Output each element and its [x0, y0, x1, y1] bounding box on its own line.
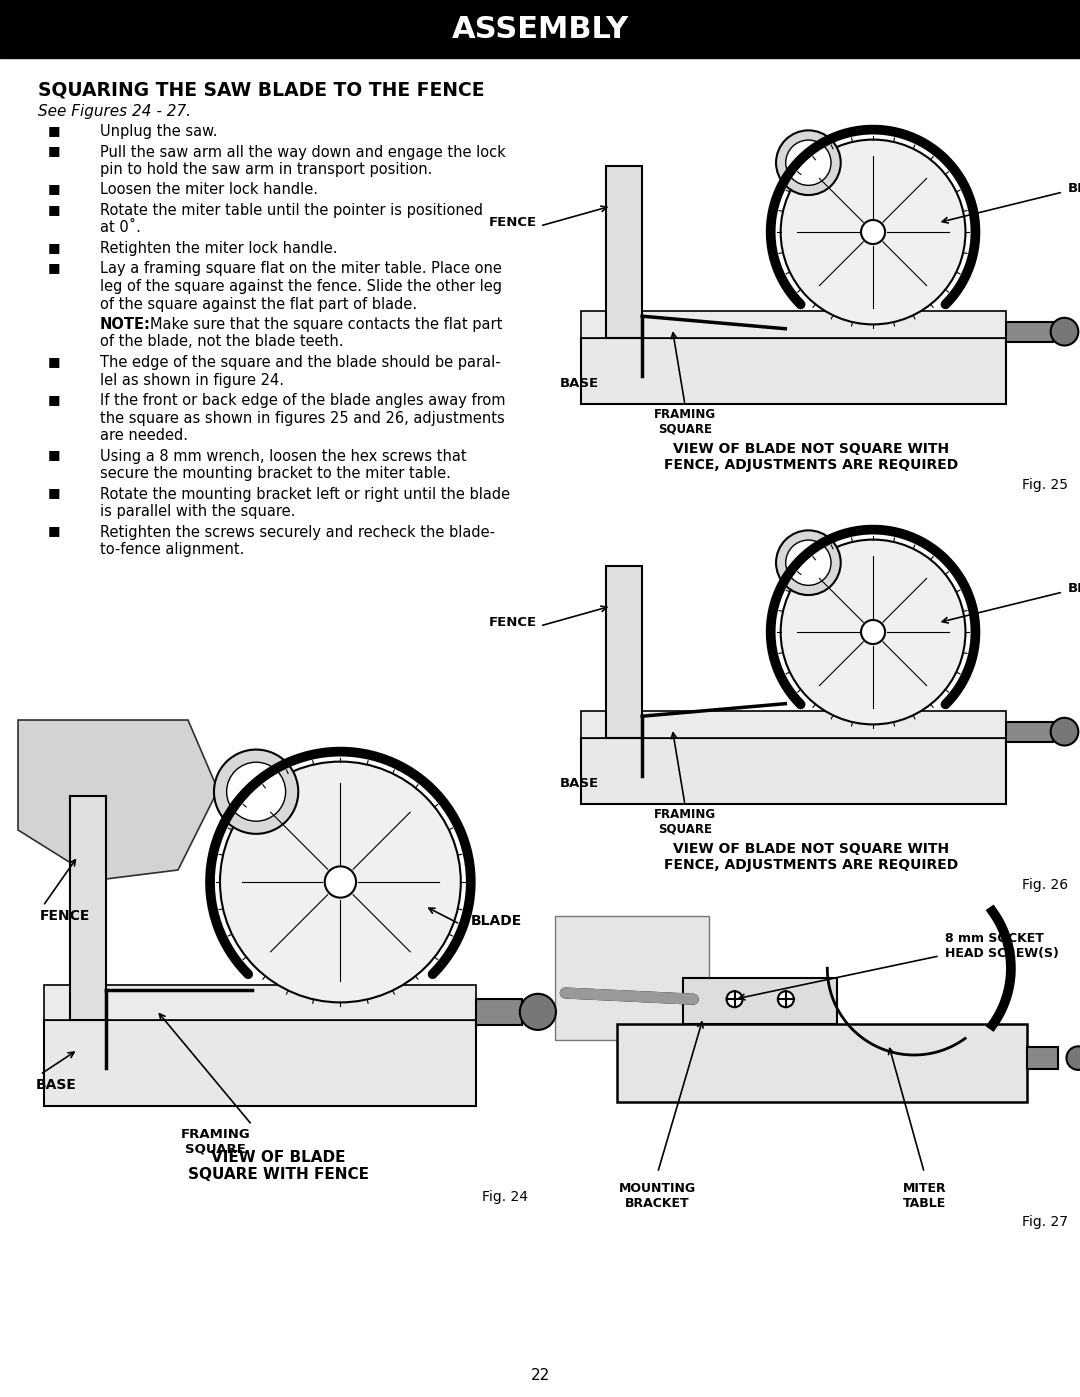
Text: leg of the square against the fence. Slide the other leg: leg of the square against the fence. Sli…	[100, 279, 502, 293]
Bar	[581, 738, 1007, 803]
Text: of the blade, not the blade teeth.: of the blade, not the blade teeth.	[100, 334, 343, 349]
Text: Fig. 27: Fig. 27	[1022, 1215, 1068, 1229]
Text: Fig. 26: Fig. 26	[1022, 877, 1068, 893]
Text: 22: 22	[530, 1368, 550, 1383]
Text: ■: ■	[48, 355, 60, 367]
Text: lel as shown in figure 24.: lel as shown in figure 24.	[100, 373, 284, 387]
Bar	[1027, 1048, 1057, 1069]
Bar	[1007, 722, 1053, 742]
Bar	[606, 566, 643, 738]
Circle shape	[1051, 317, 1078, 345]
Bar	[44, 1020, 475, 1105]
Circle shape	[227, 763, 285, 821]
Text: ■: ■	[48, 393, 60, 407]
Text: BASE: BASE	[561, 777, 599, 791]
Circle shape	[778, 992, 794, 1007]
Text: See Figures 24 - 27.: See Figures 24 - 27.	[38, 103, 191, 119]
Text: BASE: BASE	[36, 1077, 77, 1091]
Text: pin to hold the saw arm in transport position.: pin to hold the saw arm in transport pos…	[100, 162, 432, 177]
Circle shape	[214, 750, 298, 834]
Bar	[0, 0, 1080, 59]
Text: Retighten the screws securely and recheck the blade-: Retighten the screws securely and rechec…	[100, 524, 495, 539]
Text: SQUARING THE SAW BLADE TO THE FENCE: SQUARING THE SAW BLADE TO THE FENCE	[38, 80, 485, 99]
Polygon shape	[18, 719, 218, 880]
Text: is parallel with the square.: is parallel with the square.	[100, 504, 295, 520]
Text: 8 mm SOCKET
HEAD SCREW(S): 8 mm SOCKET HEAD SCREW(S)	[945, 933, 1058, 961]
Text: Make sure that the square contacts the flat part: Make sure that the square contacts the f…	[150, 317, 502, 332]
Text: FRAMING
SQUARE: FRAMING SQUARE	[653, 807, 716, 835]
Circle shape	[786, 140, 831, 186]
Text: ■: ■	[48, 524, 60, 538]
Text: The edge of the square and the blade should be paral-: The edge of the square and the blade sho…	[100, 355, 501, 370]
Text: MITER
TABLE: MITER TABLE	[903, 1182, 946, 1210]
Bar	[617, 1024, 1027, 1101]
Circle shape	[1066, 1046, 1080, 1070]
Text: FRAMING
SQUARE: FRAMING SQUARE	[653, 408, 716, 436]
Text: BLADE: BLADE	[1068, 583, 1080, 595]
Text: BLADE: BLADE	[1068, 183, 1080, 196]
Circle shape	[220, 761, 461, 1003]
Text: Using a 8 mm wrench, loosen the hex screws that: Using a 8 mm wrench, loosen the hex scre…	[100, 448, 467, 464]
Text: NOTE:: NOTE:	[100, 317, 151, 332]
Text: FENCE: FENCE	[489, 217, 537, 229]
Circle shape	[786, 541, 831, 585]
Text: Rotate the miter table until the pointer is positioned: Rotate the miter table until the pointer…	[100, 203, 483, 218]
Bar	[475, 999, 523, 1025]
Circle shape	[1051, 718, 1078, 746]
Circle shape	[519, 993, 556, 1030]
Text: If the front or back edge of the blade angles away from: If the front or back edge of the blade a…	[100, 393, 505, 408]
Text: ■: ■	[48, 144, 60, 158]
Circle shape	[781, 539, 966, 725]
Text: ■: ■	[48, 448, 60, 461]
Text: BLADE: BLADE	[471, 914, 522, 928]
Circle shape	[727, 992, 743, 1007]
Text: ■: ■	[48, 261, 60, 274]
Circle shape	[777, 130, 840, 196]
Bar	[606, 166, 643, 338]
Text: ■: ■	[48, 242, 60, 254]
Text: ■: ■	[48, 124, 60, 137]
Text: Loosen the miter lock handle.: Loosen the miter lock handle.	[100, 183, 318, 197]
Circle shape	[325, 866, 356, 898]
Text: Lay a framing square flat on the miter table. Place one: Lay a framing square flat on the miter t…	[100, 261, 502, 277]
Text: VIEW OF BLADE NOT SQUARE WITH
FENCE, ADJUSTMENTS ARE REQUIRED: VIEW OF BLADE NOT SQUARE WITH FENCE, ADJ…	[664, 441, 959, 472]
Text: the square as shown in figures 25 and 26, adjustments: the square as shown in figures 25 and 26…	[100, 411, 504, 426]
Text: of the square against the flat part of blade.: of the square against the flat part of b…	[100, 296, 417, 312]
Text: are needed.: are needed.	[100, 427, 188, 443]
Text: Fig. 24: Fig. 24	[482, 1190, 528, 1204]
Text: Fig. 25: Fig. 25	[1022, 478, 1068, 492]
Circle shape	[861, 219, 886, 244]
Text: ■: ■	[48, 183, 60, 196]
Text: Pull the saw arm all the way down and engage the lock: Pull the saw arm all the way down and en…	[100, 144, 505, 159]
Bar	[44, 985, 475, 1020]
Text: Retighten the miter lock handle.: Retighten the miter lock handle.	[100, 242, 337, 256]
Text: at 0˚.: at 0˚.	[100, 221, 140, 236]
Bar	[684, 978, 837, 1024]
Text: secure the mounting bracket to the miter table.: secure the mounting bracket to the miter…	[100, 467, 450, 481]
Text: VIEW OF BLADE
SQUARE WITH FENCE: VIEW OF BLADE SQUARE WITH FENCE	[188, 1150, 368, 1182]
Text: FENCE: FENCE	[489, 616, 537, 630]
Text: to-fence alignment.: to-fence alignment.	[100, 542, 244, 557]
Text: Rotate the mounting bracket left or right until the blade: Rotate the mounting bracket left or righ…	[100, 486, 510, 502]
Circle shape	[777, 531, 840, 595]
Bar	[1007, 321, 1053, 341]
Text: MOUNTING
BRACKET: MOUNTING BRACKET	[619, 1182, 697, 1210]
Text: FRAMING
SQUARE: FRAMING SQUARE	[180, 1127, 251, 1155]
Polygon shape	[555, 915, 708, 1039]
Circle shape	[861, 620, 886, 644]
Circle shape	[781, 140, 966, 324]
Text: Unplug the saw.: Unplug the saw.	[100, 124, 217, 138]
Bar	[70, 796, 107, 1020]
Text: VIEW OF BLADE NOT SQUARE WITH
FENCE, ADJUSTMENTS ARE REQUIRED: VIEW OF BLADE NOT SQUARE WITH FENCE, ADJ…	[664, 842, 959, 872]
Text: ■: ■	[48, 203, 60, 217]
Text: FENCE: FENCE	[40, 909, 91, 923]
Text: ASSEMBLY: ASSEMBLY	[451, 14, 629, 43]
Bar	[581, 711, 1007, 738]
Text: ■: ■	[48, 486, 60, 500]
Text: BASE: BASE	[561, 377, 599, 390]
Bar	[581, 312, 1007, 338]
Bar	[581, 338, 1007, 404]
